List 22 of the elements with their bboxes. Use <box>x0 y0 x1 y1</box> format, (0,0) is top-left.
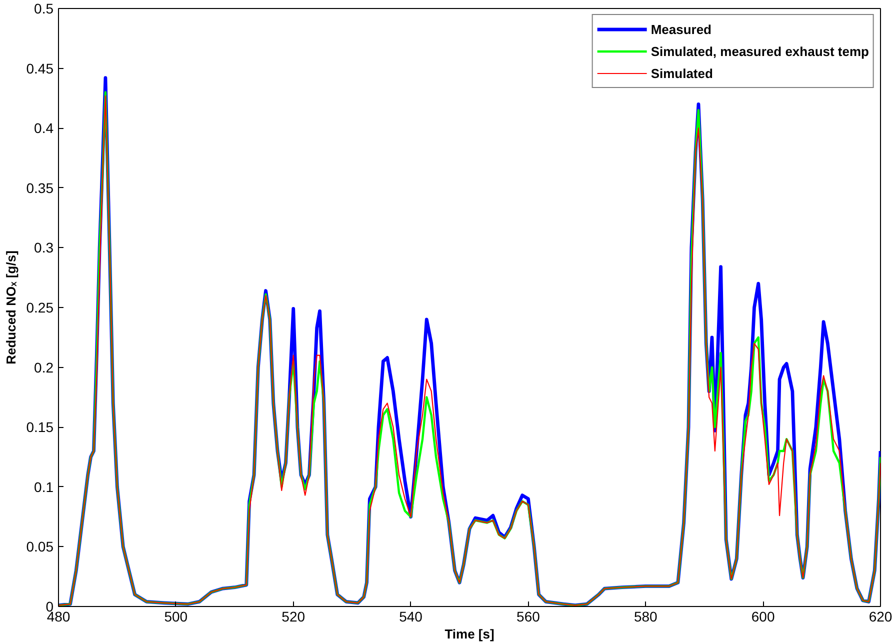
x-tick-label: 520 <box>282 608 306 624</box>
y-tick-label: 0.1 <box>34 478 54 495</box>
y-tick-label: 0.15 <box>26 419 54 436</box>
y-tick-label: 0.35 <box>26 180 54 196</box>
y-tick-label: 0.3 <box>34 240 54 256</box>
y-tick-label: 0.25 <box>26 300 54 316</box>
y-tick-label: 0.05 <box>26 538 54 555</box>
x-tick-label: 620 <box>868 608 892 624</box>
y-tick-label: 0.2 <box>34 359 54 376</box>
y-axis-title: Reduced NOₓ [g/s] <box>3 250 18 364</box>
x-tick-label: 540 <box>399 608 423 624</box>
y-tick-label: 0.4 <box>34 120 54 136</box>
legend-label: Simulated, measured exhaust temp <box>650 43 869 59</box>
x-axis-title: Time [s] <box>444 626 494 642</box>
x-tick-label: 600 <box>751 608 775 624</box>
legend-label: Measured <box>650 21 712 37</box>
x-tick-label: 500 <box>164 608 188 624</box>
y-tick-label: 0.5 <box>34 0 54 16</box>
legend-label: Simulated <box>650 65 713 81</box>
x-tick-label: 580 <box>634 608 658 624</box>
y-tick-label: 0.45 <box>26 60 54 76</box>
x-tick-label: 560 <box>516 608 540 624</box>
